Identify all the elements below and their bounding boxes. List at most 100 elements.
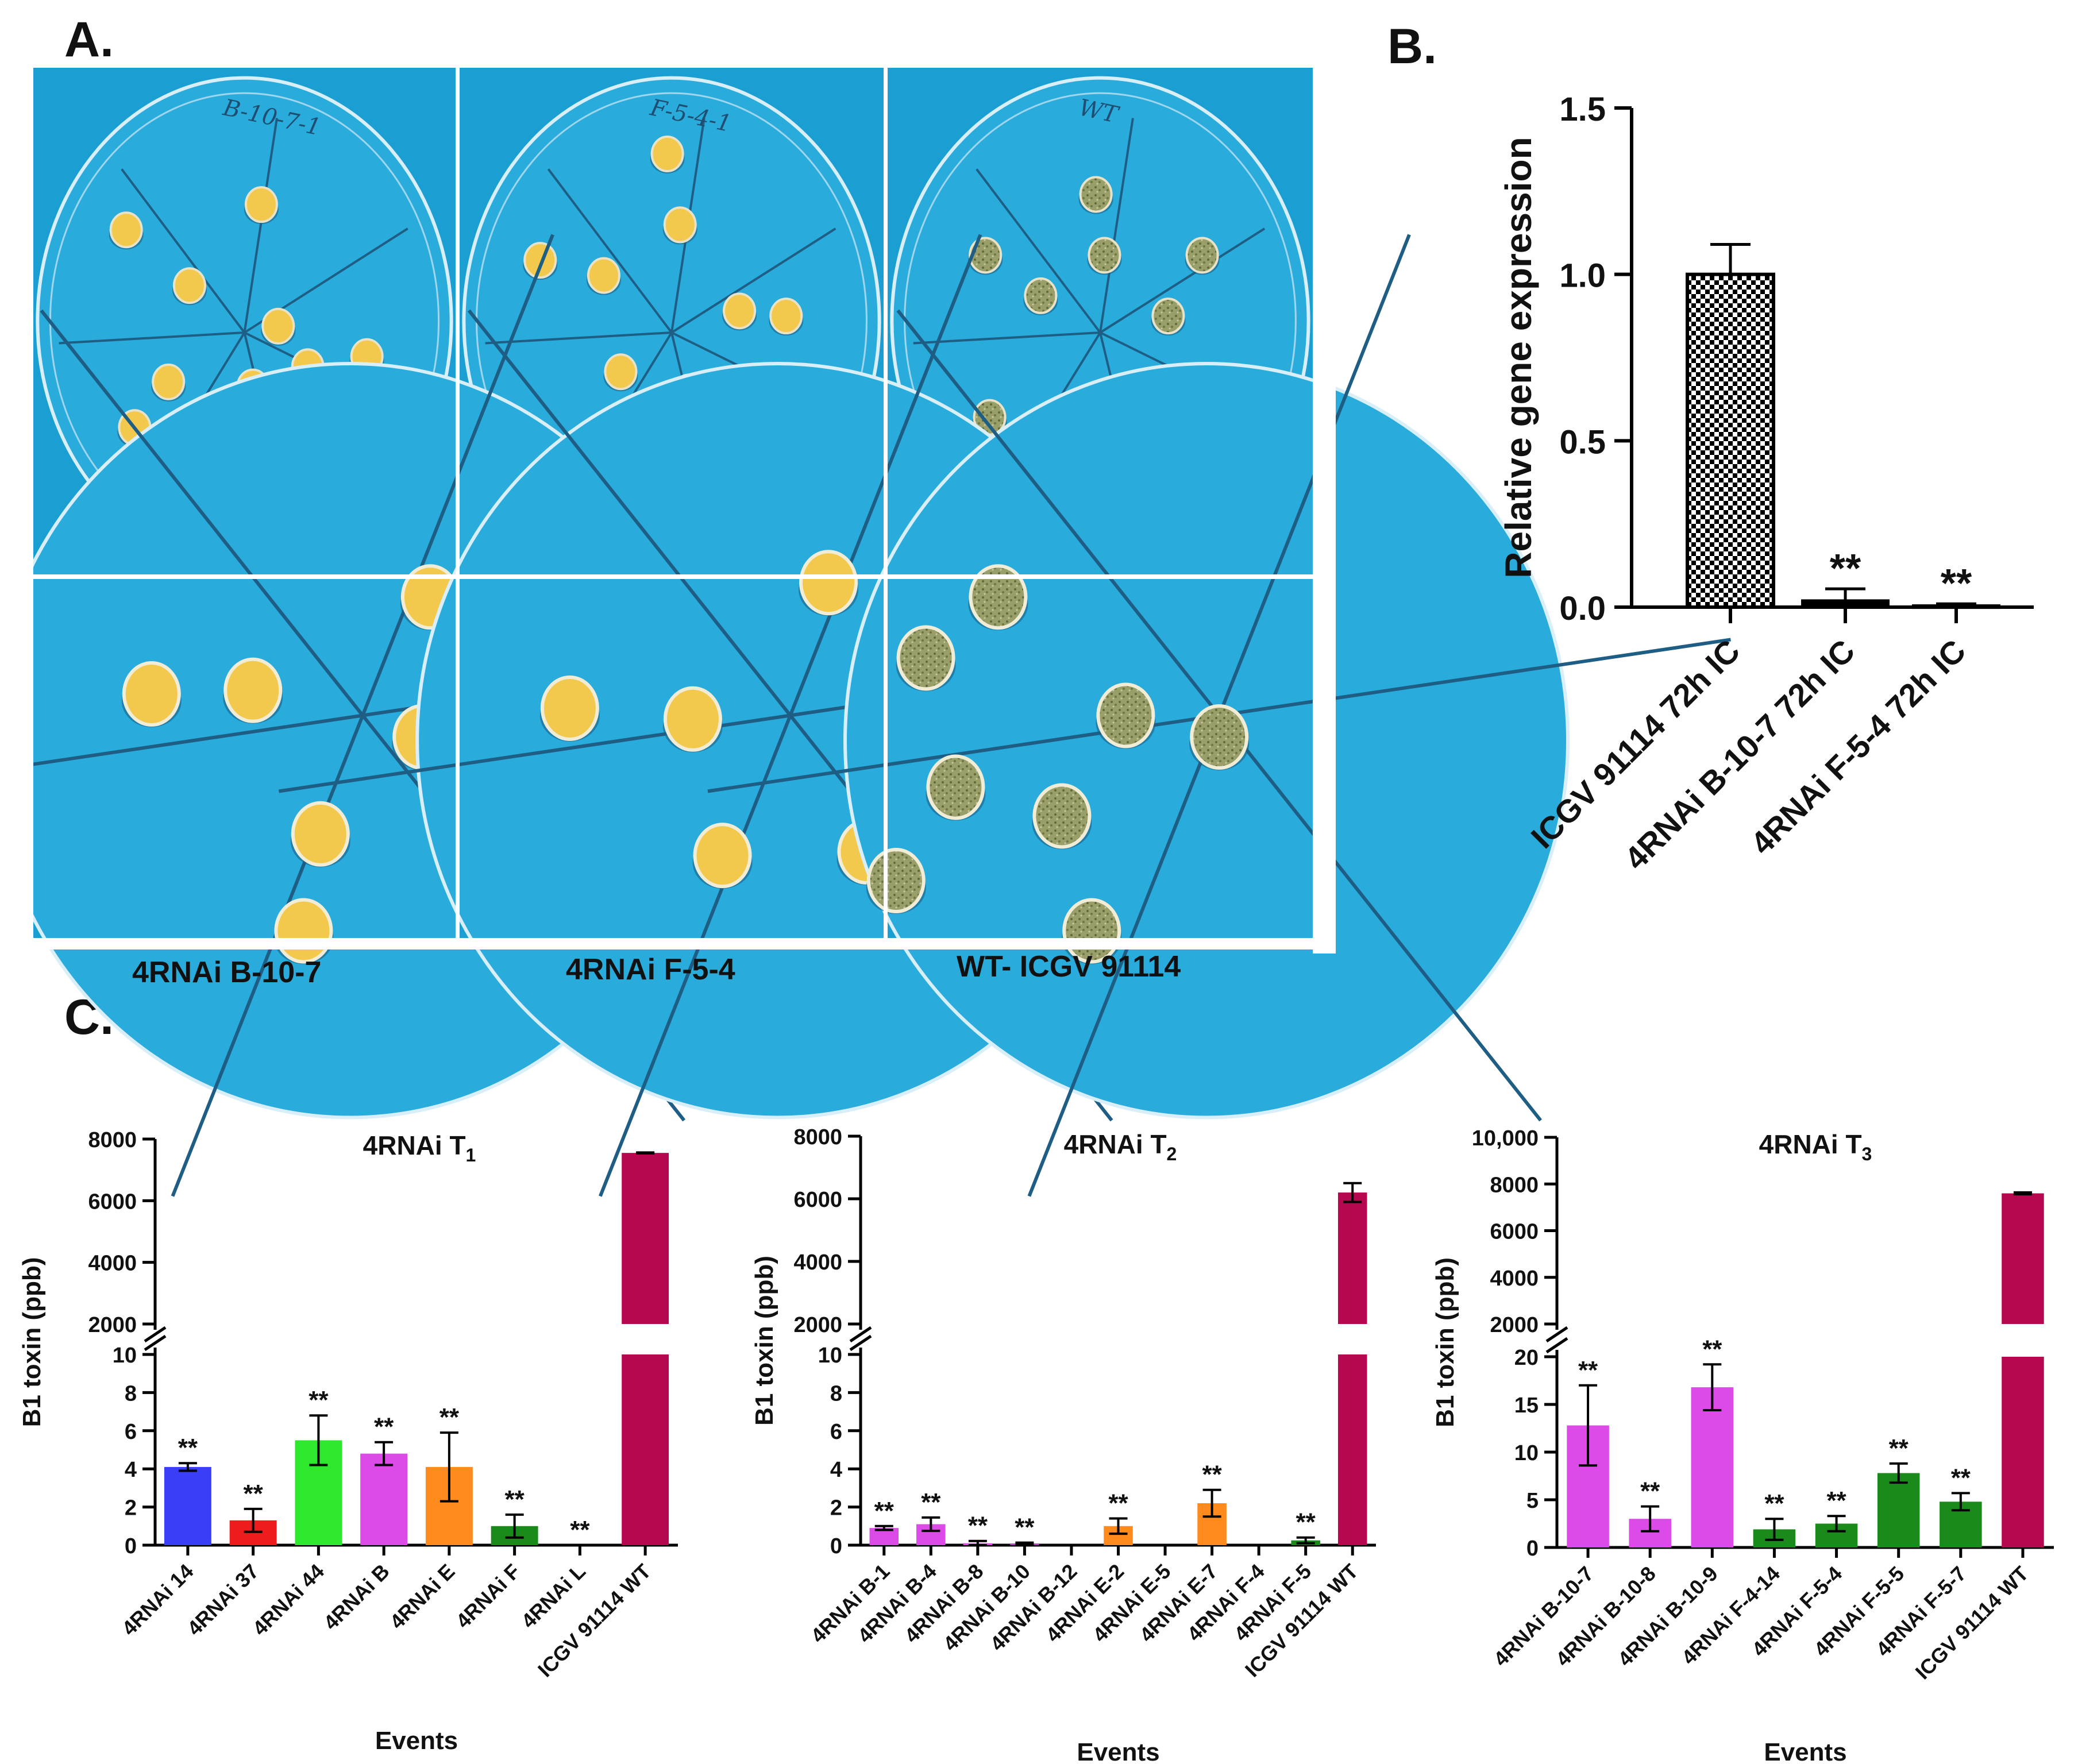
seed — [172, 267, 206, 304]
significance-marker: ** — [1941, 561, 1972, 605]
y-tick-label: 0 — [125, 1534, 137, 1558]
y-tick-label: 2000 — [1490, 1313, 1539, 1337]
significance-marker: ** — [178, 1434, 198, 1462]
seed — [1185, 237, 1219, 274]
y-tick-label: 8000 — [1490, 1173, 1539, 1197]
panel-letter-b: B. — [1387, 19, 1437, 74]
y-tick-label: 8000 — [88, 1128, 137, 1152]
x-tick-label: 4RNAi 14 — [117, 1560, 198, 1641]
significance-marker: ** — [968, 1512, 988, 1540]
bar-icgv-91114-wt-lower — [2002, 1357, 2044, 1547]
seed — [1024, 277, 1058, 314]
significance-marker: ** — [1830, 546, 1861, 590]
significance-marker: ** — [1640, 1477, 1660, 1506]
bar-4rnai-b-10-9 — [1691, 1387, 1734, 1547]
seed — [109, 211, 143, 249]
seed — [799, 550, 858, 616]
y-tick-label: 0 — [830, 1534, 842, 1558]
panel-letter-a: A. — [64, 12, 114, 67]
significance-marker: ** — [439, 1403, 460, 1431]
plate-photo-top-1: B-10-7-1 — [33, 68, 456, 574]
y-tick-label: 6000 — [793, 1188, 842, 1212]
sector-line — [59, 331, 245, 345]
significance-marker: ** — [374, 1413, 394, 1441]
sector-line — [976, 168, 1101, 334]
chart-c2-t2: 0 2 4 6 8 10 2000 4000 6000 8000 B1 toxin (ppb) 4RN… — [750, 1125, 1376, 1764]
bar-icgv-91114-wt-upper — [622, 1153, 669, 1324]
y-tick-label: 4 — [125, 1458, 137, 1482]
seed — [152, 363, 186, 400]
y-tick-label: 6000 — [88, 1190, 137, 1214]
seed — [1088, 237, 1121, 274]
photo-gutter — [1313, 57, 1336, 954]
y-tick-label: 5 — [1526, 1489, 1539, 1513]
sector-line — [1099, 118, 1134, 333]
seed — [663, 686, 722, 752]
y-tick-label: 10,000 — [1472, 1126, 1539, 1151]
seed — [540, 676, 599, 741]
x-tick-label: 4RNAi F-5-4 72h IC — [1744, 632, 1973, 862]
significance-marker: ** — [1578, 1356, 1598, 1384]
significance-marker: ** — [1826, 1487, 1846, 1515]
seed — [896, 625, 955, 691]
sector-line — [1219, 638, 1731, 717]
chart-title: 4RNAi T3 — [1759, 1129, 1872, 1164]
seed — [223, 657, 283, 723]
axis-break-mark — [144, 1334, 167, 1352]
seed — [650, 135, 684, 172]
seed — [1151, 298, 1185, 335]
photo-label-f-5-4: 4RNAi F-5-4 — [566, 953, 735, 986]
sector-line — [171, 715, 365, 1197]
y-tick-label: 2000 — [88, 1313, 137, 1337]
axis-break-mark — [849, 1334, 872, 1352]
seed — [769, 298, 803, 335]
x-tick-label: 4RNAi 37 — [183, 1560, 264, 1641]
significance-marker: ** — [1702, 1335, 1722, 1363]
bar-4rnai-14 — [164, 1466, 211, 1545]
significance-marker: ** — [1889, 1434, 1909, 1462]
y-tick-label: 10 — [1514, 1441, 1539, 1465]
y-tick-label: 1.5 — [1559, 91, 1606, 128]
seed — [723, 292, 757, 330]
sector-line — [1027, 715, 1221, 1197]
bar-4rnai-b — [360, 1453, 408, 1545]
seed — [926, 754, 985, 820]
x-tick-label: ICGV 91114 WT — [1911, 1562, 2033, 1684]
chart-title-subscript: 1 — [466, 1145, 476, 1165]
sector-line — [485, 331, 672, 345]
y-tick-label: 2 — [125, 1496, 137, 1520]
seed — [523, 242, 557, 279]
y-tick-label: 4 — [830, 1458, 842, 1482]
significance-marker: ** — [874, 1497, 895, 1525]
sector-line — [1217, 714, 1542, 1122]
seed — [969, 237, 1003, 274]
seed — [244, 186, 278, 223]
y-tick-label: 0.5 — [1559, 423, 1606, 461]
y-tick-label: 15 — [1514, 1394, 1539, 1418]
y-tick-label: 0.0 — [1559, 590, 1606, 627]
significance-marker: ** — [1015, 1514, 1035, 1542]
bar-icgv-91114-wt-lower — [1337, 1354, 1367, 1545]
bar-icgv-91114-wt-lower — [622, 1354, 669, 1545]
seed — [663, 206, 697, 244]
y-tick-label: 2000 — [793, 1313, 842, 1337]
y-tick-label: 4000 — [88, 1252, 137, 1276]
chart-title: 4RNAi T2 — [1064, 1129, 1177, 1164]
seed — [274, 898, 333, 964]
photo-gutter — [0, 57, 33, 954]
y-tick-label: 0 — [1526, 1537, 1539, 1561]
sector-line — [1099, 227, 1266, 334]
significance-marker: ** — [244, 1480, 264, 1508]
photo-gutter — [456, 63, 460, 942]
seed — [866, 848, 926, 913]
y-tick-label: 10 — [113, 1344, 137, 1368]
y-tick-label: 8 — [125, 1381, 137, 1406]
x-tick-label: 4RNAi 44 — [248, 1560, 329, 1641]
significance-marker: ** — [570, 1516, 590, 1544]
axis-break-mark — [849, 1326, 872, 1343]
photo-gutter — [29, 574, 1318, 579]
sector-line — [896, 309, 1221, 717]
plate-photo-grid: B-10-7-1 F-5-4-1 WT — [0, 57, 1731, 1197]
y-tick-label: 4000 — [793, 1250, 842, 1275]
bar-icgv-91114-72h-ic — [1686, 272, 1775, 609]
